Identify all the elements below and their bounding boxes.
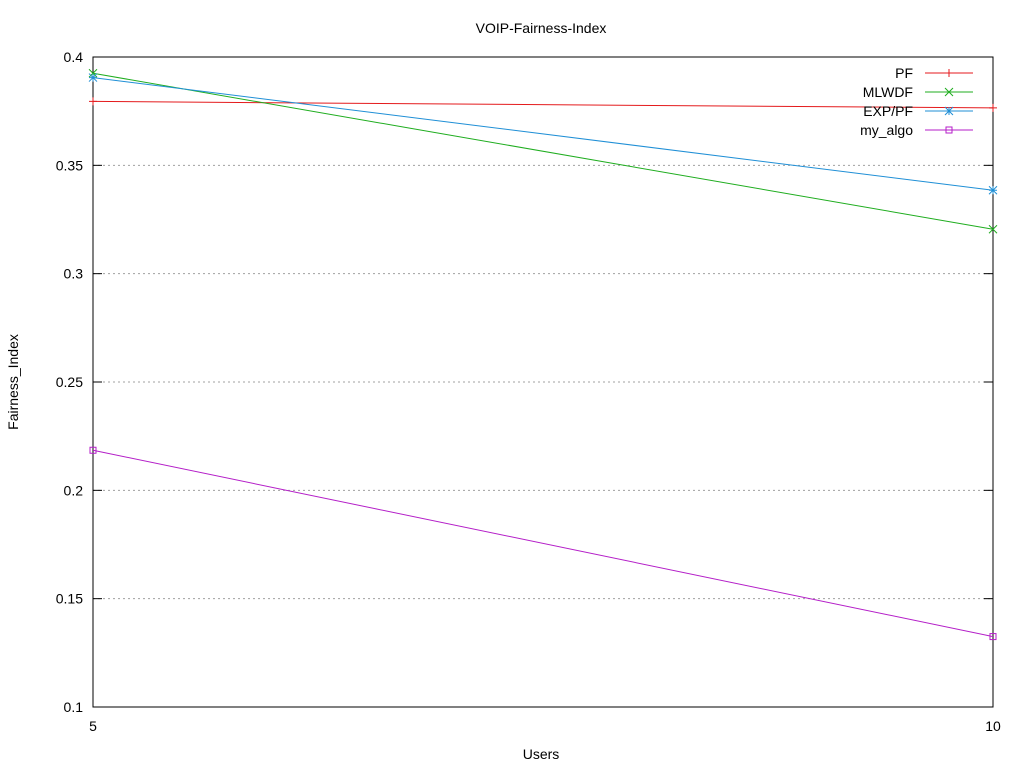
data-point <box>89 446 97 454</box>
series-0 <box>89 97 997 112</box>
y-tick-label: 0.4 <box>64 49 84 65</box>
series-line <box>92 72 994 230</box>
series-1 <box>88 68 998 234</box>
grid <box>93 164 993 600</box>
y-tick-label: 0.2 <box>64 482 84 498</box>
y-tick-label: 0.1 <box>64 699 84 715</box>
y-axis-label: Fairness_Index <box>5 334 21 430</box>
chart-title: VOIP-Fairness-Index <box>476 20 607 36</box>
x-tick-label: 5 <box>89 718 97 734</box>
y-tick-label: 0.25 <box>56 374 83 390</box>
legend-entry-2: EXP/PF <box>863 103 973 119</box>
legend-entry-0: PF <box>895 65 973 81</box>
legend-label: EXP/PF <box>863 103 913 119</box>
y-tick-label: 0.15 <box>56 591 83 607</box>
data-point <box>88 68 98 78</box>
data-point <box>988 185 998 195</box>
legend-marker <box>944 106 954 116</box>
data-point <box>988 224 998 234</box>
data-point <box>989 103 997 112</box>
axes: 0.1 0.15 0.2 0.25 0.3 0.35 0.4 5 10 <box>56 49 1001 734</box>
legend-marker <box>945 69 953 77</box>
data-point <box>88 73 98 82</box>
legend-label: PF <box>895 65 913 81</box>
x-axis-label: Users <box>523 746 560 762</box>
y-tick-label: 0.35 <box>56 157 83 173</box>
legend: PF MLWDF EXP/PF my_algo <box>860 65 973 138</box>
legend-entry-1: MLWDF <box>863 84 973 100</box>
series-2 <box>88 73 998 195</box>
series-line <box>92 100 994 109</box>
y-tick-label: 0.3 <box>64 266 84 282</box>
series-line <box>92 449 994 638</box>
legend-marker <box>945 126 953 134</box>
legend-marker <box>944 87 954 97</box>
legend-entry-3: my_algo <box>860 122 973 138</box>
legend-label: my_algo <box>860 122 913 138</box>
series-3 <box>89 446 997 641</box>
series-group <box>88 68 998 641</box>
data-point <box>89 97 97 106</box>
data-point <box>989 633 997 641</box>
series-line <box>92 77 994 191</box>
plot-frame <box>92 56 994 708</box>
legend-label: MLWDF <box>863 84 913 100</box>
x-tick-label: 10 <box>985 718 1001 734</box>
